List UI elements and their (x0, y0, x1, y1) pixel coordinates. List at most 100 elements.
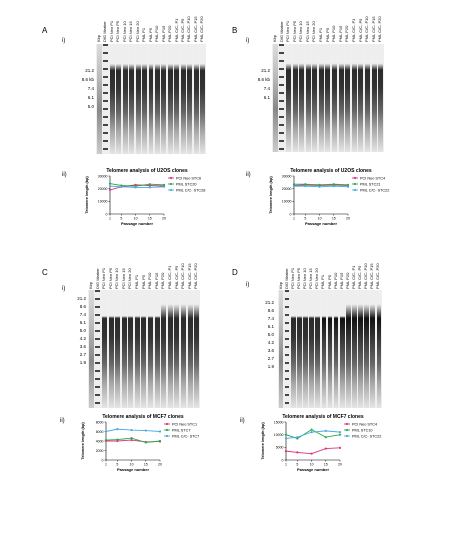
legend-marker (169, 182, 173, 186)
x-tick-label: 20 (158, 463, 162, 467)
gel-lane (115, 290, 121, 408)
panel-b-gel-blot (272, 44, 384, 152)
legend-marker (353, 188, 357, 192)
gel-lane (297, 290, 302, 408)
x-tick-label: 5 (116, 463, 118, 467)
data-point (310, 428, 313, 431)
gel-lane (167, 44, 173, 154)
gel-lane (352, 290, 357, 408)
y-tick-label: 20000 (282, 187, 292, 191)
panel-c-lane-labels: Kbp DIG Marker PCI Neo P1 PCI Neo P5 PCI Neo… (88, 255, 200, 289)
gel-lane (279, 44, 285, 152)
gel-lane (332, 44, 338, 152)
lane-label: PML P5 (140, 274, 146, 289)
gel-lane (155, 44, 160, 154)
gel-lane (312, 44, 318, 152)
lane-label: PML P5 (147, 27, 153, 42)
legend-entry: PML C/C- STC7 (172, 434, 199, 438)
lane-label: PML C/C- P15 (370, 16, 376, 42)
chart-title: Telomere analysis of MCF7 clones (102, 414, 184, 420)
data-point (304, 183, 307, 186)
legend-entry: PML STC21 (360, 182, 381, 186)
data-point (148, 186, 151, 189)
lane-label: PML C/C- P15 (369, 263, 375, 289)
x-tick-label: 20 (346, 217, 350, 221)
lane-label: PCI Neo P1 (101, 267, 107, 289)
data-point (346, 185, 350, 188)
x-tick-label: 15 (332, 217, 336, 221)
y-tick-label: 10000 (274, 433, 284, 437)
gel-lane (103, 44, 109, 154)
data-point (162, 183, 166, 186)
lane-label: Kbp (271, 34, 277, 42)
panel-c-telomere-chart: Telomere analysis of MCF7 clones 0 2000 400… (81, 414, 199, 472)
gel-lane (339, 290, 345, 408)
size-marker: 3.6 (79, 344, 86, 349)
x-tick-label: 1 (293, 217, 295, 221)
size-marker: 8.6 kb (81, 77, 94, 82)
lane-label: PCI Neo 10 (302, 268, 308, 289)
lane-label: DIG Marker (283, 268, 289, 289)
gel-lane (134, 290, 140, 408)
y-tick-label: 0 (290, 212, 292, 216)
panel-a-telomere-chart: Telomere analysis of U2OS clones 0 10000 20… (85, 168, 205, 226)
legend-marker (165, 422, 169, 426)
series-line (105, 428, 161, 432)
y-tick-label: 5000 (276, 446, 284, 450)
y-axis-label: Telomere length (bp) (81, 422, 85, 460)
lane-label: DIG Marker (278, 21, 284, 42)
gel-lane (101, 290, 107, 408)
lane-label: PML P10 (332, 272, 338, 289)
lane-label: PML C/C- P5 (173, 265, 179, 289)
size-marker: 21.2 (77, 296, 86, 301)
lane-label: PCI Neo P1 (285, 20, 291, 42)
gel-lane (346, 290, 351, 408)
legend-entry: PCI Neo STC4 (360, 176, 385, 180)
lane-label: PML C/C- P10 (363, 263, 369, 289)
lane-label: PCI Neo P5 (291, 20, 297, 42)
data-point (332, 183, 335, 186)
lane-label: PML C/C- P20 (377, 16, 383, 42)
panel-b-telomere-chart: Telomere analysis of U2OS clones 0 10000 20… (269, 168, 389, 226)
panel-b-lane-labels: Kbp DIG Marker PCI Neo P1 PCI Neo P5 PCI Neo… (272, 8, 384, 42)
x-tick-label: 1 (109, 217, 111, 221)
lane-label: Kbp (87, 281, 93, 289)
data-point (130, 428, 133, 432)
x-tick-label: 15 (144, 463, 148, 467)
x-tick-label: 20 (162, 217, 166, 221)
gel-lane (272, 44, 278, 152)
gel-lane (345, 44, 351, 152)
lane-label: PML C/C- P20 (193, 263, 199, 289)
gel-lane (181, 290, 187, 408)
lane-label: PCI Neo P5 (107, 267, 113, 289)
size-marker: 21.2 (85, 68, 94, 73)
y-tick-label: 30000 (282, 174, 292, 178)
gel-lane (129, 44, 135, 154)
gel-lane (351, 44, 357, 152)
gel-lane (365, 44, 371, 152)
gel-lane (96, 44, 102, 154)
legend-marker (345, 434, 349, 438)
lane-label: PCI Neo 15 (128, 21, 134, 42)
panel-c-marker-column: 21.2 8.6 7.4 6.1 5.0 4.2 3.6 2.7 1.9 (64, 292, 86, 372)
gel-lane (174, 44, 180, 154)
legend-entry: PCI Neo STC6 (176, 176, 201, 180)
lane-label: PML C/C- P1 (351, 18, 356, 42)
lane-label: PML C/C- P5 (179, 18, 185, 42)
gel-lane (108, 290, 114, 408)
gel-lane (200, 44, 206, 154)
gel-lane (161, 44, 167, 154)
gel-lane (142, 44, 147, 154)
legend-entry: PML C/C- STC22 (352, 434, 381, 438)
lane-label: PML C/C- P10 (186, 16, 192, 42)
gel-lane (180, 44, 186, 154)
size-marker: 4.2 (267, 340, 274, 345)
lane-label: PCI Neo 20 (314, 268, 320, 289)
gel-lane (122, 44, 128, 154)
y-tick-label: 6000 (96, 430, 104, 434)
data-point (144, 441, 147, 444)
lane-label: PML C/C- P5 (357, 18, 363, 42)
data-point (332, 185, 335, 188)
gel-lane (371, 44, 377, 152)
x-tick-label: 10 (130, 463, 134, 467)
